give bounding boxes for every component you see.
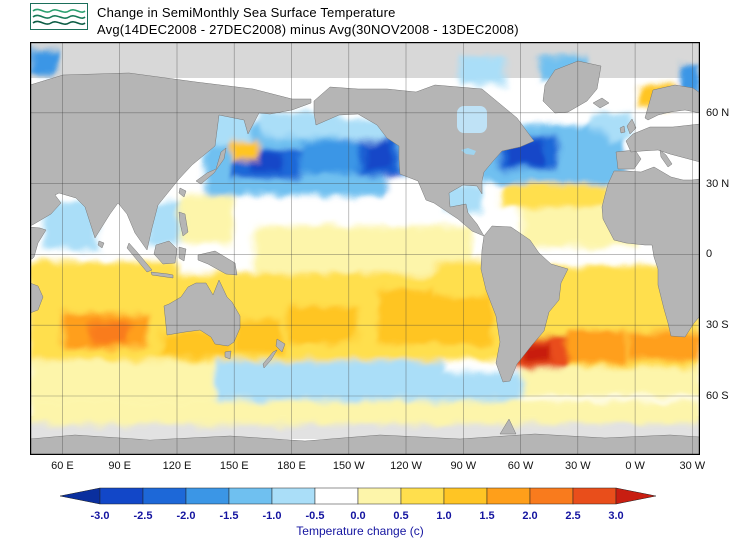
- lat-tick-label: 30 S: [706, 319, 729, 332]
- colorbar: -3.0 -2.5 -2.0 -1.5 -1.0 -0.5 0.0 0.5 1.0 1.5 2.0 2…: [59, 486, 660, 528]
- land-britain: [626, 118, 637, 135]
- colorbar-segment: [572, 487, 617, 505]
- land-iberia: [615, 149, 642, 170]
- colorbar-tick-label: -1.0: [263, 510, 282, 522]
- lon-tick-label: 0 W: [625, 460, 645, 472]
- land-sri-lanka: [97, 240, 105, 249]
- anomaly-region-southern-ocean-atlantic-warm: [520, 367, 700, 396]
- land-ireland: [619, 125, 626, 134]
- lon-tick-label: 150 W: [332, 460, 365, 472]
- colorbar-tick-label: -0.5: [306, 510, 325, 522]
- anomaly-region-se-pacific-warm: [377, 289, 492, 345]
- land-australia: [163, 279, 241, 347]
- land-new-zealand-north: [275, 338, 286, 353]
- lon-tick-label: 60 W: [507, 460, 534, 472]
- lat-tick-label: 0: [706, 248, 713, 261]
- colorbar-segment: [486, 487, 531, 505]
- colorbar-tick-label: -1.5: [220, 510, 239, 522]
- colorbar-tick-label: 2.0: [522, 510, 537, 522]
- anomaly-region-s-indian-hot-spot: [91, 320, 130, 345]
- lon-tick-label: 120 W: [390, 460, 422, 472]
- colorbar-segment: [271, 487, 316, 505]
- lon-tick-label: 90 W: [450, 460, 477, 472]
- anomaly-region-peru-coast-warm: [434, 261, 487, 297]
- land-new-zealand-south: [262, 349, 278, 369]
- map-canvas: [29, 42, 701, 456]
- lat-tick-label: 30 N: [706, 177, 730, 190]
- world-sst-map: [29, 42, 701, 456]
- land-borneo: [153, 240, 178, 265]
- lon-tick-label: 90 E: [108, 460, 132, 472]
- lat-tick-label: 60 S: [706, 390, 729, 402]
- green-waves-logo: [30, 3, 88, 30]
- colorbar-right-arrow: [615, 487, 657, 505]
- colorbar-segment: [99, 487, 144, 505]
- anomaly-region-philippine-sea-neutral: [180, 195, 235, 243]
- map-frame: [30, 42, 700, 455]
- colorbar-tick-label: -3.0: [91, 510, 110, 522]
- lat-tick-label: 60 N: [706, 106, 730, 119]
- land-sumatra: [126, 242, 153, 273]
- land-java: [150, 271, 174, 279]
- anomaly-region-dateline-cold-core: [301, 141, 359, 175]
- colorbar-tick-label: 1.5: [479, 510, 494, 522]
- colorbar-segment: [228, 487, 273, 505]
- land-eurasia: [29, 72, 312, 251]
- anomaly-region-central-atlantic-cold: [558, 131, 607, 165]
- colorbar-segment: [400, 487, 445, 505]
- lon-tick-label: 120 E: [162, 460, 192, 472]
- colorbar-tick-label: 3.0: [608, 510, 623, 522]
- anomaly-region-southern-ocean-pacific-cool: [215, 360, 445, 401]
- land-tasmania: [224, 350, 232, 360]
- colorbar-segment: [185, 487, 230, 505]
- land-south-america: [480, 225, 569, 383]
- colorbar-tick-label: 0.5: [393, 510, 408, 522]
- colorbar-segment: [529, 487, 574, 505]
- land-japan: [195, 147, 227, 185]
- land-taiwan: [178, 187, 187, 198]
- colorbar-segment: [314, 487, 359, 505]
- colorbar-tick-label: 0.0: [350, 510, 365, 522]
- colorbar-tick-label: -2.5: [134, 510, 153, 522]
- colorbar-tick-label: 2.5: [565, 510, 580, 522]
- colorbar-segment: [142, 487, 187, 505]
- grid-layer: [30, 42, 700, 455]
- anomaly-region-baffin-cool-spot: [459, 56, 506, 85]
- land-philippines: [178, 211, 189, 237]
- lon-tick-label: 30 W: [564, 460, 591, 472]
- lon-tick-label: 60 E: [51, 460, 74, 472]
- chart-subtitle: Avg(14DEC2008 - 27DEC2008) minus Avg(30N…: [97, 22, 519, 37]
- waves-icon: [30, 3, 88, 30]
- anomaly-region-s-atlantic-warm-core: [568, 329, 626, 363]
- land-italy: [659, 149, 673, 168]
- great-lakes: [461, 148, 476, 155]
- colorbar-segment: [443, 487, 488, 505]
- land-new-guinea: [197, 250, 238, 276]
- land-africa: [601, 166, 701, 338]
- hudson-bay: [457, 106, 487, 133]
- colorbar-caption: Temperature change (c): [296, 524, 424, 538]
- anomaly-region-tasman-warm: [234, 320, 282, 354]
- colorbar-canvas: -3.0 -2.5 -2.0 -1.5 -1.0 -0.5 0.0 0.5 1.0 1.5 2.0 2…: [59, 487, 657, 522]
- colorbar-left-arrow: [59, 487, 101, 505]
- lon-tick-label: 150 E: [219, 460, 249, 472]
- anomaly-region-antarctic-coastal-neutral: [30, 400, 700, 425]
- anomaly-region-kuroshio-warm-spot: [230, 141, 259, 160]
- colorbar-segment: [357, 487, 402, 505]
- chart-title: Change in SemiMonthly Sea Surface Temper…: [97, 5, 396, 20]
- lon-tick-label: 180 E: [277, 460, 306, 472]
- anomaly-region-southern-ocean-indian: [30, 360, 216, 401]
- colorbar-tick-label: 1.0: [436, 510, 451, 522]
- lon-tick-label: 30 W: [679, 460, 706, 472]
- anomaly-region-ne-pacific-deep-spot: [364, 143, 393, 170]
- land-iceland: [592, 97, 610, 109]
- anomaly-region-agulhas-warm: [627, 332, 700, 361]
- anomaly-region-subtropical-atlantic-warm: [501, 183, 607, 208]
- land-antarctic-peninsula: [499, 418, 517, 435]
- anomaly-region-kara-sea-cool-spot: [30, 49, 59, 76]
- colorbar-tick-label: -2.0: [177, 510, 196, 522]
